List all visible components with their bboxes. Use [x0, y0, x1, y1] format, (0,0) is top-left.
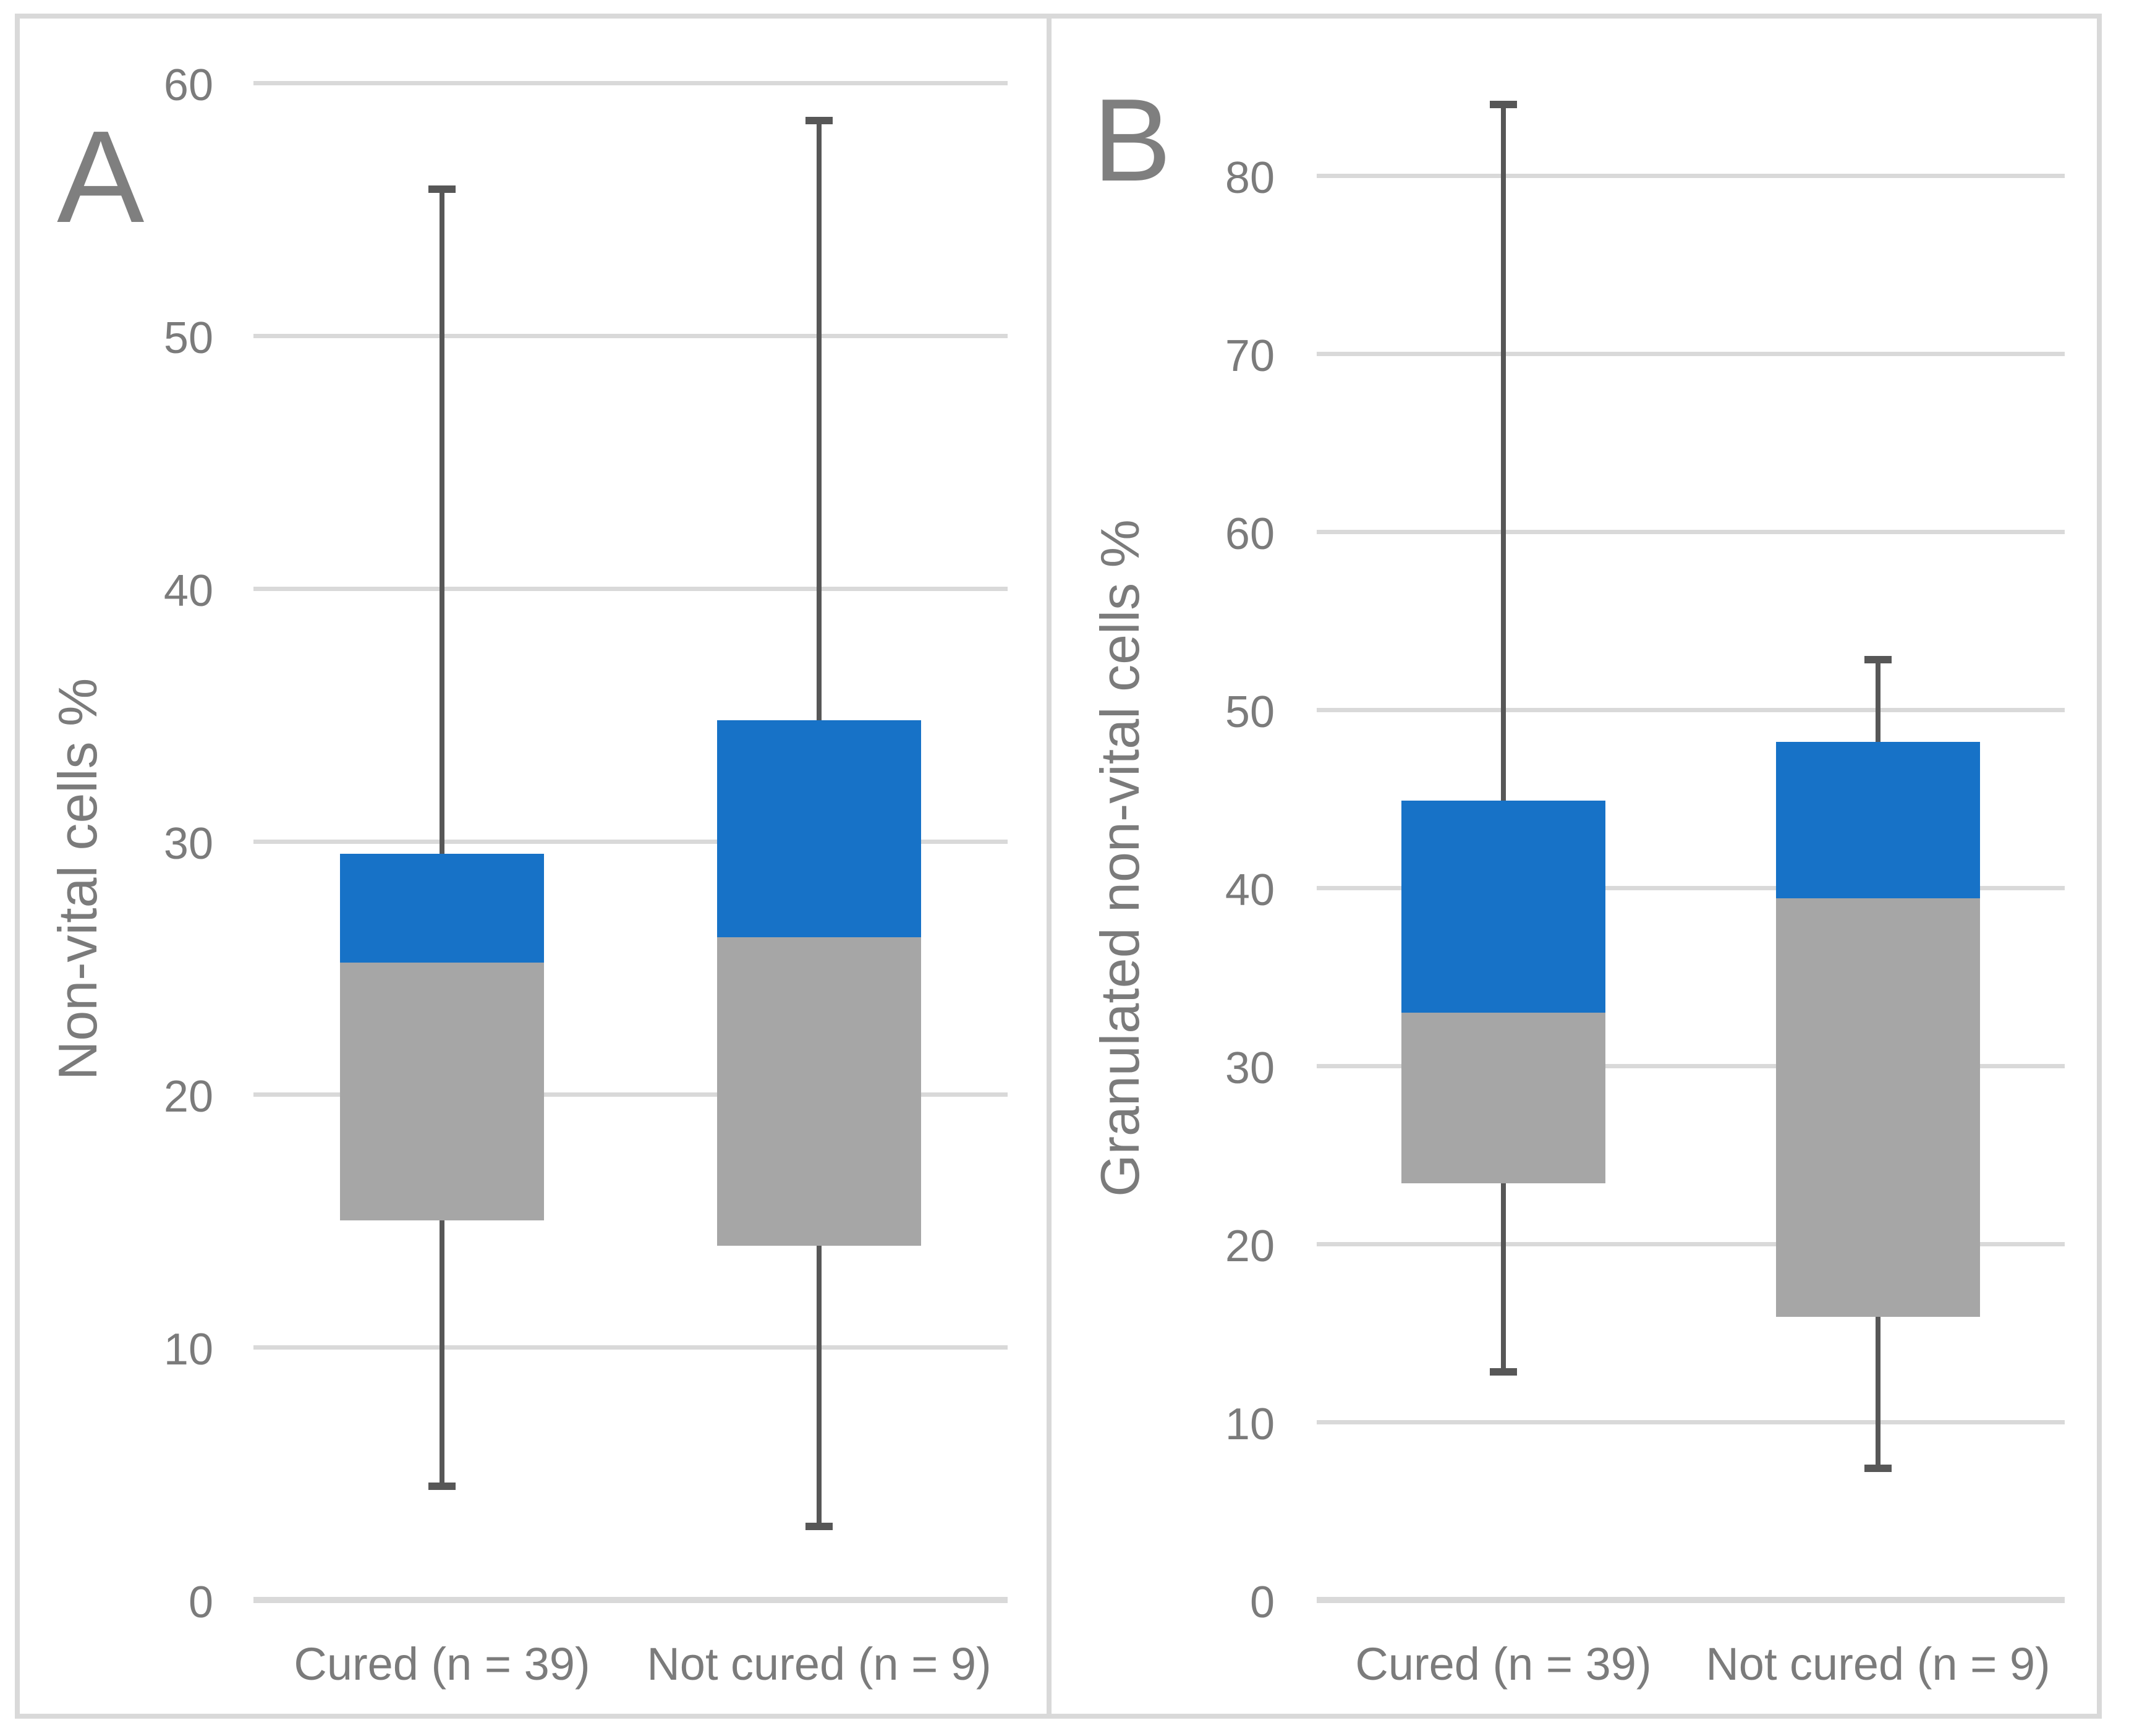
figure-border	[15, 14, 2102, 1719]
gridline-y50	[1317, 707, 2065, 712]
y-tick-label: 40	[163, 566, 213, 616]
whisker-line	[440, 189, 444, 1486]
y-tick-label: 70	[1225, 331, 1275, 381]
gridline-y40	[253, 586, 1008, 591]
category-label: Not cured (n = 9)	[647, 1638, 992, 1690]
y-tick-label: 60	[1225, 509, 1275, 559]
gridline-y50	[253, 333, 1008, 338]
category-label: Not cured (n = 9)	[1706, 1638, 2050, 1690]
whisker-cap-max	[1864, 656, 1892, 664]
category-label: Cured (n = 39)	[1355, 1638, 1652, 1690]
gridline-y30	[253, 839, 1008, 844]
whisker-cap-max	[1490, 100, 1517, 108]
y-tick-label: 50	[1225, 687, 1275, 737]
box-lower-median-q1	[1776, 898, 1980, 1317]
y-tick-label: 50	[163, 313, 213, 363]
gridline-y0	[1317, 1597, 2065, 1603]
gridline-y20	[253, 1092, 1008, 1097]
panel-a-y-axis-title: Non-vital cells %	[47, 678, 108, 1081]
box-upper-q3-median	[340, 854, 544, 963]
y-tick-label: 20	[163, 1072, 213, 1121]
y-tick-label: 60	[163, 61, 213, 110]
y-tick-label: 0	[1249, 1578, 1275, 1627]
whisker-cap-min	[428, 1482, 456, 1490]
y-tick-label: 0	[188, 1578, 213, 1627]
gridline-y30	[1317, 1063, 2065, 1068]
panel-a-letter: A	[57, 103, 145, 250]
whisker-cap-max	[428, 185, 456, 193]
whisker-cap-min	[805, 1523, 833, 1531]
gridline-y60	[253, 80, 1008, 85]
box-upper-q3-median	[1776, 741, 1980, 899]
panel-b-letter: B	[1093, 75, 1171, 206]
y-tick-label: 10	[1225, 1400, 1275, 1449]
whisker-cap-min	[1864, 1464, 1892, 1472]
y-tick-label: 40	[1225, 866, 1275, 915]
gridline-y70	[1317, 351, 2065, 356]
box-upper-q3-median	[717, 720, 921, 938]
gridline-y10	[253, 1345, 1008, 1350]
panel-divider	[1047, 14, 1052, 1719]
gridline-y40	[1317, 885, 2065, 890]
box-lower-median-q1	[340, 963, 544, 1221]
panel-b-y-axis-title: Granulated non-vital cells %	[1089, 519, 1150, 1197]
y-tick-label: 20	[1225, 1222, 1275, 1271]
gridline-y0	[253, 1597, 1008, 1603]
box-lower-median-q1	[717, 937, 921, 1246]
gridline-y10	[1317, 1419, 2065, 1424]
whisker-cap-max	[805, 117, 833, 125]
y-tick-label: 30	[1225, 1044, 1275, 1093]
gridline-y20	[1317, 1241, 2065, 1246]
y-tick-label: 10	[163, 1325, 213, 1374]
gridline-y60	[1317, 529, 2065, 534]
y-tick-label: 80	[1225, 153, 1275, 203]
box-upper-q3-median	[1401, 800, 1605, 1013]
whisker-cap-min	[1490, 1368, 1517, 1376]
box-lower-median-q1	[1401, 1012, 1605, 1184]
category-label: Cured (n = 39)	[294, 1638, 590, 1690]
whisker-line	[1501, 104, 1506, 1372]
y-tick-label: 30	[163, 819, 213, 869]
gridline-y80	[1317, 173, 2065, 178]
